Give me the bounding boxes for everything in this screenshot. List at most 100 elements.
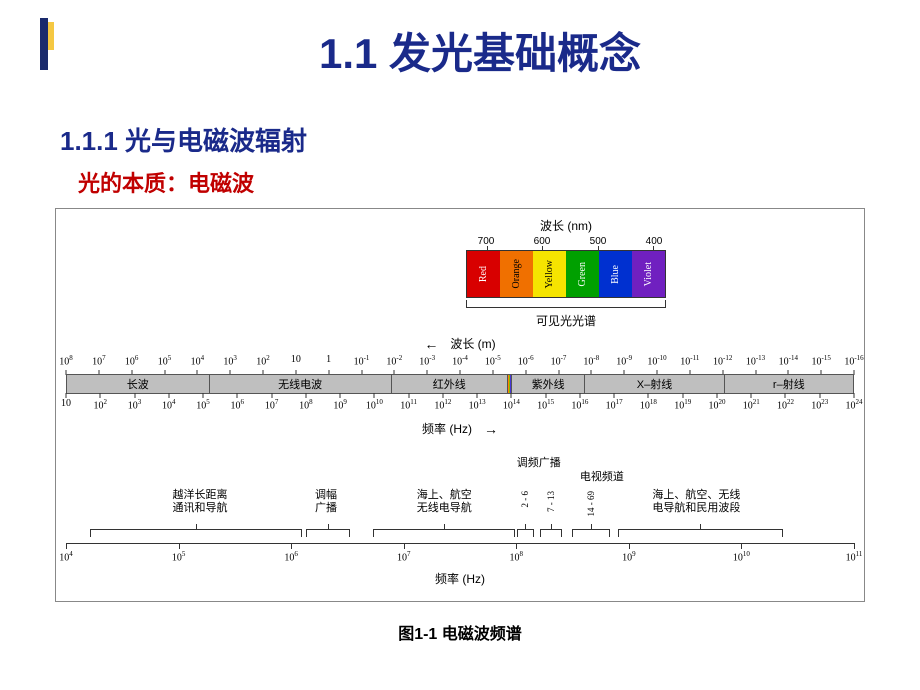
radio-tv-bracket [517,529,534,537]
frequency-tick: 105 [196,398,210,411]
radio-axis-caption: 频率 (Hz) [66,570,854,587]
radio-tv-label: 14 - 69 [586,491,596,517]
radio-annotation: 海上、航空、无线电导航和民用波段 [652,489,740,515]
visible-segment: Green [566,251,599,297]
visible-segment-label: Violet [643,262,654,286]
visible-segment-label: Yellow [544,260,555,288]
title-marker [40,18,54,73]
radio-annotation-row: 越洋长距离通讯和导航 调幅广播 海上、航空无线电导航 海上、航空、无线电导航和民用波段 [66,485,854,529]
radio-bracket [306,529,349,537]
page-title: 1.1 发光基础概念 [40,20,920,81]
wavelength-tick: 10-3 [419,354,435,367]
radio-freq-tick: 107 [397,550,411,563]
radio-freq-tick: 105 [172,550,186,563]
title-bar: 1.1 发光基础概念 [0,0,920,91]
wavelength-tick: 10 [291,354,301,365]
visible-segment-label: Red [478,266,489,282]
frequency-tick: 1014 [503,398,520,411]
frequency-tick: 1023 [811,398,828,411]
wavelength-tick: 10-7 [551,354,567,367]
frequency-tick: 1022 [777,398,794,411]
frequency-tick: 1013 [469,398,486,411]
visible-segment-label: Blue [610,265,621,284]
radio-freq-tick: 104 [59,550,73,563]
visible-spectrum-bar: Red Orange Yellow Green Blue Violet [466,250,666,298]
radio-top-label: 电视频道 [580,471,624,484]
radio-tv-label: 7 - 13 [546,491,556,512]
radio-tv-label: 2 - 6 [520,491,530,508]
essence-statement: 光的本质：电磁波 [78,166,920,198]
frequency-tick: 1018 [640,398,657,411]
frequency-tick: 1017 [606,398,623,411]
radio-annotation: 调幅广播 [315,489,337,515]
wavelength-tick: 10-5 [485,354,501,367]
visible-segment: Orange [500,251,533,297]
radio-axis-line [66,543,854,544]
visible-segment: Red [467,251,500,297]
marker-navy-block [40,18,48,70]
radio-tv-bracket [540,529,562,537]
visible-nm-ticks: 700600500400 [466,236,666,250]
frequency-arrow-row: 频率 (Hz) [66,420,854,437]
frequency-tick: 1020 [708,398,725,411]
wavelength-tick: 10-11 [680,354,699,367]
arrow-left-icon [424,336,442,352]
wavelength-tick: 10-6 [518,354,534,367]
visible-segment: Violet [632,251,665,297]
radio-bracket [373,529,515,537]
frequency-tick: 107 [265,398,279,411]
wavelength-tick: 102 [256,354,270,367]
wavelength-label: 波长 (m) [450,335,495,352]
wavelength-tick: 10-4 [452,354,468,367]
frequency-scale-main: 1010210310410510610710810910101011101210… [66,398,854,414]
wavelength-tick: 10-2 [386,354,402,367]
visible-segment: Yellow [533,251,566,297]
wavelength-tick: 1 [326,354,331,365]
figure-caption: 图1-1 电磁波频谱 [0,620,920,644]
radio-freq-tick: 1010 [733,550,750,563]
em-segment: 紫外线 [512,375,585,393]
marker-yellow-block [48,22,54,50]
em-segment: X–射线 [585,375,724,393]
radio-freq-tick: 1011 [846,550,863,563]
radio-top-label-row: 调频广播电视频道 [66,457,854,485]
frequency-tick: 102 [94,398,108,411]
radio-annotation: 海上、航空无线电导航 [417,489,472,515]
wavelength-tick: 104 [191,354,205,367]
wavelength-tick: 10-9 [616,354,632,367]
visible-caption: 可见光光谱 [466,312,666,329]
radio-freq-tick: 106 [284,550,298,563]
visible-segment: Blue [599,251,632,297]
visible-segment-label: Green [577,262,588,286]
radio-freq-tick: 109 [622,550,636,563]
em-segment: 无线电波 [210,375,392,393]
radio-annotation: 越洋长距离通讯和导航 [172,489,227,515]
section-subtitle: 1.1.1 光与电磁波辐射 [60,121,920,158]
visible-segment-label: Orange [511,259,522,288]
radio-frequency-scale: 10410510610710810910101011 [66,550,854,566]
radio-tv-bracket [572,529,610,537]
frequency-tick: 1011 [400,398,417,411]
em-spectrum-diagram: 波长 (nm) 700600500400 RedOrangeYellowGree… [55,208,865,602]
frequency-tick: 1012 [434,398,451,411]
wavelength-tick: 105 [158,354,172,367]
wavelength-tick: 103 [223,354,237,367]
wavelength-tick: 10-12 [713,354,732,367]
wavelength-tick: 107 [92,354,106,367]
frequency-label: 频率 (Hz) [422,420,472,437]
wavelength-tick: 106 [125,354,139,367]
wavelength-tick: 10-15 [811,354,830,367]
wavelength-tick: 10-10 [647,354,666,367]
radio-bracket [90,529,303,537]
frequency-tick: 109 [333,398,347,411]
frequency-tick: 103 [128,398,142,411]
em-segment: 长波 [67,375,210,393]
frequency-tick: 1015 [537,398,554,411]
wavelength-arrow-row: 波长 (m) [66,335,854,352]
frequency-tick: 1016 [571,398,588,411]
arrow-right-icon [480,421,498,437]
frequency-tick: 108 [299,398,313,411]
wavelength-tick: 10-16 [844,354,863,367]
radio-bands-block: 调频广播电视频道 越洋长距离通讯和导航 调幅广播 海上、航空无线电导航 海上、航空、无… [66,457,854,587]
wavelength-tick: 10-1 [354,354,370,367]
